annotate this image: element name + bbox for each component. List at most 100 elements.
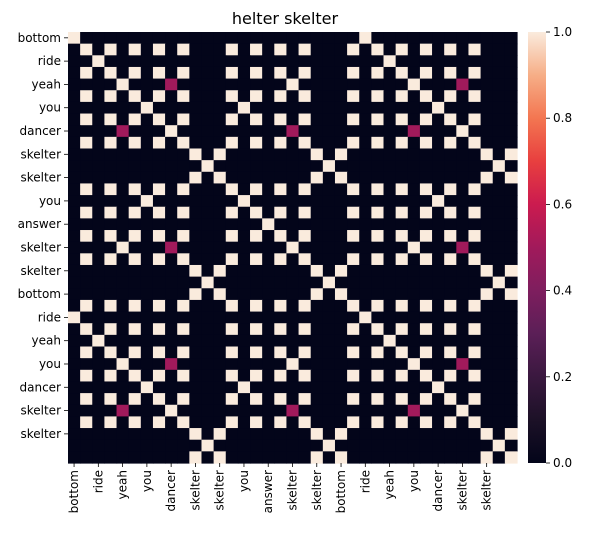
heatmap-cell [310, 369, 324, 383]
heatmap-cell [213, 78, 227, 91]
heatmap-cell [201, 66, 215, 80]
heatmap-cell [80, 43, 93, 56]
heatmap-cell [468, 43, 482, 56]
heatmap-cell [359, 55, 372, 68]
heatmap-cell [237, 32, 251, 45]
heatmap-cell [492, 148, 506, 161]
heatmap-cell [504, 160, 518, 173]
heatmap-cell [383, 416, 397, 429]
heatmap-cell [201, 346, 215, 359]
heatmap-cell [80, 218, 93, 231]
heatmap-cell [237, 148, 251, 161]
heatmap-cell [480, 311, 494, 324]
heatmap-cell [383, 334, 397, 348]
heatmap-cell [189, 90, 203, 103]
heatmap-cell [383, 311, 397, 324]
y-tick-label: yeah [32, 77, 61, 91]
heatmap-cell [492, 276, 506, 289]
heatmap-cell [189, 183, 203, 196]
heatmap-cell [347, 136, 360, 150]
heatmap-cell [334, 381, 348, 394]
heatmap-cell [322, 125, 336, 138]
heatmap-cell [250, 428, 263, 441]
heatmap-cell [468, 416, 482, 429]
heatmap-cell [128, 381, 142, 394]
heatmap-cell [213, 451, 227, 464]
heatmap-cell [140, 241, 154, 254]
heatmap-cell [104, 160, 118, 173]
heatmap-cell [250, 183, 263, 196]
heatmap-cell [80, 428, 93, 441]
heatmap-cell [371, 369, 385, 383]
heatmap-cell [128, 78, 142, 91]
heatmap-cell [359, 66, 372, 80]
heatmap-cell [237, 160, 251, 173]
heatmap-cell [407, 195, 421, 208]
heatmap-cell [274, 451, 288, 464]
heatmap-cell [419, 230, 433, 243]
heatmap-cell [432, 439, 445, 452]
heatmap-cell [334, 439, 348, 452]
heatmap-cell [298, 369, 312, 383]
heatmap-cell [250, 55, 263, 68]
heatmap-cell [407, 311, 421, 324]
x-tick-label: skelter [480, 470, 494, 511]
heatmap-cell [189, 439, 203, 452]
heatmap-cell [250, 78, 263, 91]
y-tick-label: ride [38, 54, 61, 68]
heatmap-cell [177, 148, 190, 161]
y-tick-label: skelter [20, 427, 61, 441]
heatmap-cell [80, 148, 93, 161]
heatmap-cell [371, 66, 385, 80]
heatmap-cell [298, 148, 312, 161]
heatmap-cell [444, 160, 457, 173]
heatmap-cell [492, 160, 506, 173]
heatmap-cell [347, 253, 360, 266]
heatmap-cell [140, 299, 154, 313]
heatmap-cell [128, 136, 142, 150]
heatmap-cell [92, 428, 106, 441]
heatmap-cell [213, 136, 227, 150]
heatmap-cell [128, 334, 142, 348]
heatmap-cell [407, 113, 421, 126]
heatmap-cell [286, 393, 300, 406]
heatmap-cell [419, 136, 433, 150]
heatmap-cell [456, 148, 470, 161]
heatmap-cell [225, 451, 239, 464]
heatmap-cell [177, 206, 190, 219]
heatmap-cell [371, 171, 385, 185]
heatmap-cell [383, 288, 397, 301]
heatmap-cell [286, 311, 300, 324]
heatmap-cell [92, 439, 106, 452]
heatmap-cell [407, 43, 421, 56]
heatmap-cell [468, 218, 482, 231]
heatmap-cell [262, 299, 275, 313]
heatmap-cell [310, 32, 324, 45]
heatmap-cell [274, 66, 288, 80]
heatmap-cell [395, 32, 409, 45]
heatmap-cell [104, 253, 118, 266]
heatmap-cell [140, 148, 154, 161]
heatmap-cell [359, 32, 372, 45]
heatmap-cell [225, 264, 239, 278]
heatmap-cell [250, 288, 263, 301]
heatmap-cell [274, 416, 288, 429]
colorbar-tick-label: 0.4 [553, 284, 572, 298]
heatmap-cell [189, 101, 203, 115]
heatmap-cell [165, 218, 178, 231]
heatmap-cell [432, 358, 445, 371]
heatmap-cell [177, 160, 190, 173]
heatmap-cell [286, 334, 300, 348]
heatmap-cell [286, 404, 300, 418]
heatmap-cell [201, 288, 215, 301]
heatmap-cell [262, 66, 275, 80]
heatmap-cell [298, 276, 312, 289]
heatmap-cell [395, 148, 409, 161]
heatmap-cell [177, 218, 190, 231]
heatmap-cell [165, 416, 178, 429]
heatmap-cell [225, 416, 239, 429]
heatmap-cell [116, 113, 130, 126]
heatmap-cell [371, 78, 385, 91]
heatmap-cell [262, 334, 275, 348]
heatmap-cell [432, 369, 445, 383]
